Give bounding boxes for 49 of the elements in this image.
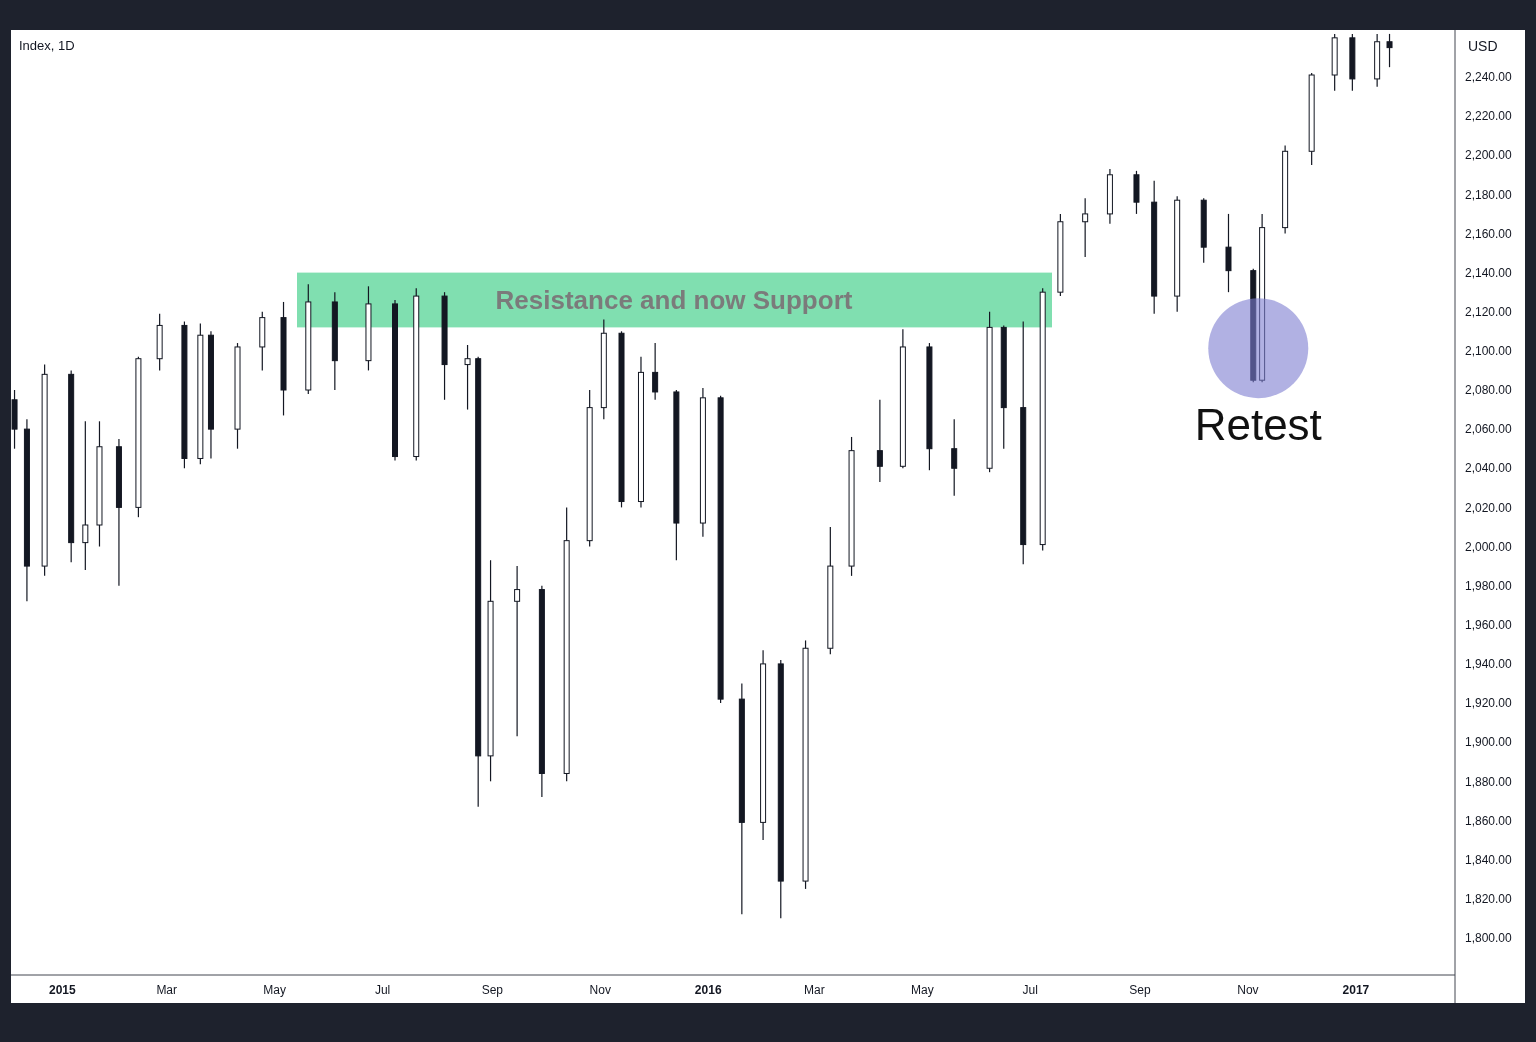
candlestick bbox=[951, 418, 958, 497]
y-tick-label: 2,060.00 bbox=[1465, 422, 1513, 437]
x-tick-label: Nov bbox=[1237, 983, 1259, 997]
y-tick-label: 1,880.00 bbox=[1465, 774, 1513, 789]
candlestick bbox=[876, 399, 883, 483]
y-tick-label: 1,860.00 bbox=[1465, 813, 1513, 828]
band-label: Resistance and now Support bbox=[495, 285, 853, 315]
x-tick-label: Jul bbox=[1022, 983, 1038, 997]
candlestick bbox=[82, 420, 89, 571]
y-tick-label: 2,220.00 bbox=[1465, 109, 1513, 124]
y-tick-label: 1,940.00 bbox=[1465, 657, 1513, 672]
candlestick bbox=[1082, 197, 1089, 258]
candlestick bbox=[652, 342, 659, 401]
y-tick-label: 2,120.00 bbox=[1465, 304, 1513, 319]
x-tick-label: Mar bbox=[156, 983, 178, 997]
x-tick-label: 2015 bbox=[48, 983, 76, 997]
y-tick-label: 2,240.00 bbox=[1465, 70, 1513, 85]
annotation: Retest bbox=[1194, 400, 1322, 450]
candlestick bbox=[464, 344, 471, 411]
candlestick bbox=[514, 565, 521, 737]
text: Index, 1D bbox=[19, 38, 75, 53]
y-tick-label: 1,820.00 bbox=[1465, 891, 1513, 906]
x-tick-label: Jul bbox=[374, 983, 391, 997]
y-tick-label: 1,840.00 bbox=[1465, 852, 1513, 867]
candlestick bbox=[1386, 33, 1393, 68]
y-tick-label: 1,980.00 bbox=[1465, 578, 1513, 593]
y-tick-label: 2,100.00 bbox=[1465, 344, 1513, 359]
y-tick-label: 1,800.00 bbox=[1465, 931, 1513, 946]
x-tick-label: 2017 bbox=[1342, 983, 1370, 997]
y-tick-label: 2,180.00 bbox=[1465, 187, 1513, 202]
x-tick-label: Sep bbox=[1129, 983, 1152, 997]
y-axis-title: USD bbox=[1468, 38, 1498, 54]
x-tick-label: May bbox=[911, 983, 934, 997]
y-tick-label: 2,160.00 bbox=[1465, 226, 1513, 241]
x-tick-label: May bbox=[263, 983, 287, 997]
x-tick-label: Mar bbox=[804, 983, 825, 997]
x-tick-label: Nov bbox=[589, 983, 611, 997]
y-tick-label: 2,080.00 bbox=[1465, 383, 1513, 398]
x-tick-label: Sep bbox=[481, 983, 504, 997]
y-tick-label: 1,920.00 bbox=[1465, 696, 1513, 711]
candlestick bbox=[1225, 213, 1232, 293]
y-tick-label: 1,960.00 bbox=[1465, 617, 1513, 632]
y-tick-label: 2,000.00 bbox=[1465, 539, 1513, 554]
y-tick-label: 2,020.00 bbox=[1465, 500, 1513, 515]
x-tick-label: 2016 bbox=[694, 983, 722, 997]
y-tick-label: 2,140.00 bbox=[1465, 265, 1513, 280]
y-tick-label: 2,040.00 bbox=[1465, 461, 1513, 476]
y-tick-label: 1,900.00 bbox=[1465, 735, 1513, 750]
y-tick-label: 2,200.00 bbox=[1465, 148, 1513, 163]
